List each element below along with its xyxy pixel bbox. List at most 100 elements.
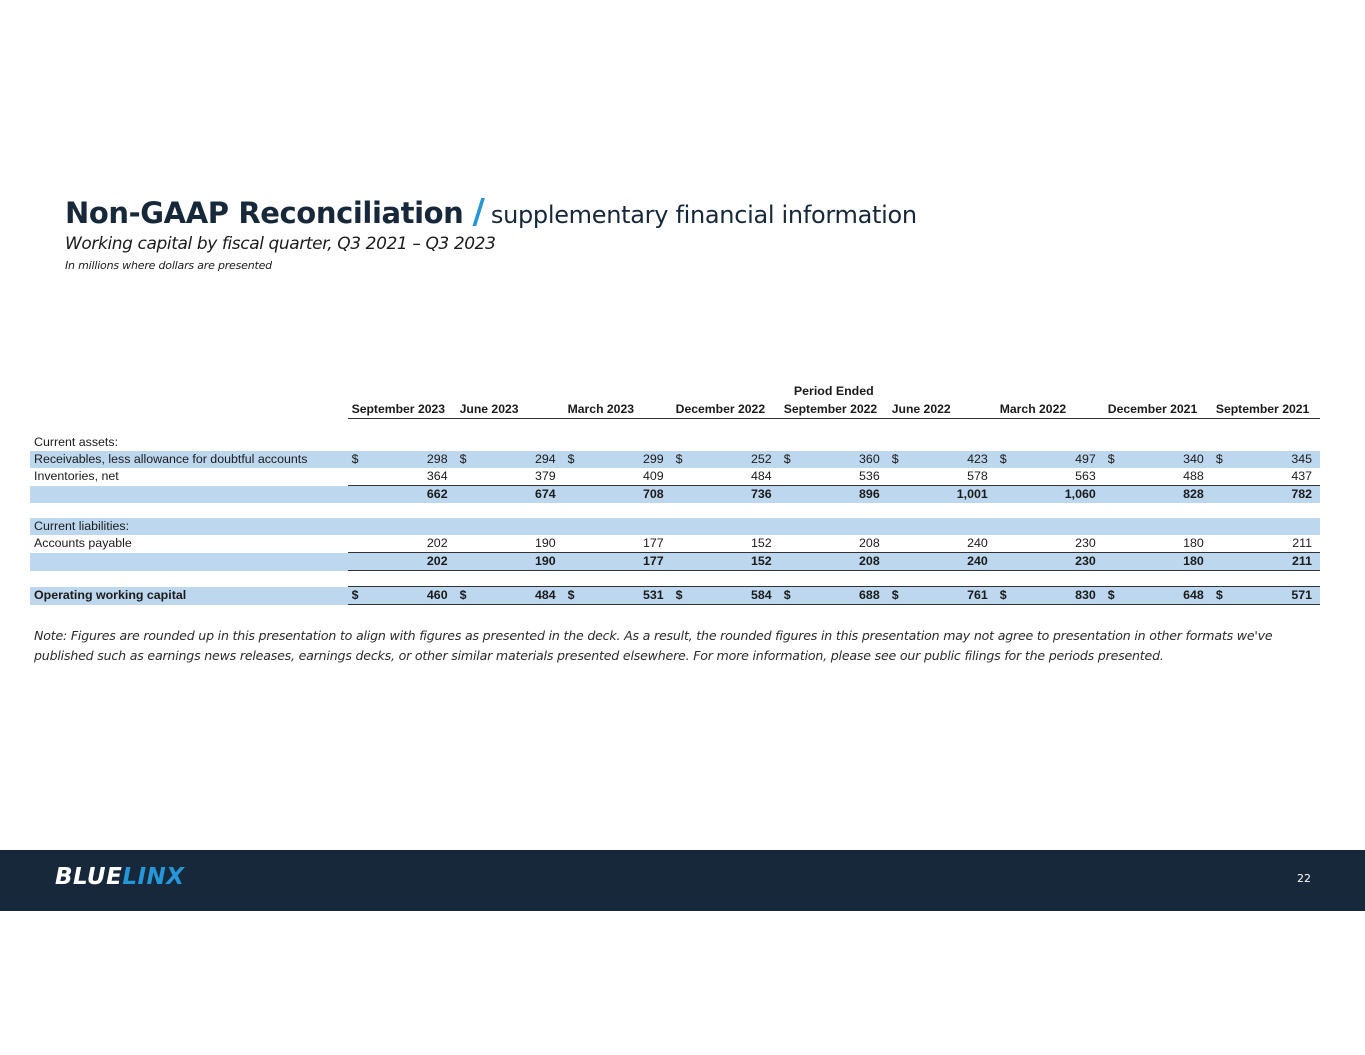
spacer-cell <box>30 503 1320 518</box>
value-cell: 230 <box>995 552 1104 571</box>
title-slash: / <box>472 192 485 232</box>
value: 761 <box>967 588 988 602</box>
value-cell: 828 <box>1103 485 1212 503</box>
spacer-row <box>30 571 1320 587</box>
value-cell: 1,001 <box>887 485 996 503</box>
value-cell: 379 <box>456 468 564 486</box>
value: 340 <box>1183 452 1204 466</box>
value: 674 <box>534 487 556 501</box>
value-wrap: 563 <box>1000 468 1100 485</box>
currency-symbol <box>784 486 796 503</box>
value: 497 <box>1075 452 1096 466</box>
currency-symbol: $ <box>351 452 359 466</box>
value-wrap: $531 <box>568 587 668 604</box>
value-cell: $497 <box>995 451 1104 468</box>
value-cell: 708 <box>563 485 672 503</box>
value-cell: $345 <box>1211 451 1320 468</box>
value: 294 <box>534 452 556 466</box>
currency-symbol: $ <box>891 452 899 466</box>
value-cell: $460 <box>347 586 456 605</box>
empty-cell <box>779 518 888 535</box>
value-wrap: $252 <box>676 451 776 468</box>
title-sub: supplementary financial information <box>490 201 917 229</box>
currency-symbol: $ <box>1107 588 1115 602</box>
value: 208 <box>859 554 880 568</box>
value: 360 <box>859 452 880 466</box>
value-wrap: 578 <box>892 468 992 485</box>
value-wrap: 202 <box>352 535 452 552</box>
value-wrap: $688 <box>784 587 884 604</box>
value-cell: 190 <box>455 552 564 571</box>
value-wrap: 782 <box>1216 486 1316 503</box>
value-wrap: 230 <box>1000 553 1100 570</box>
currency-symbol <box>460 553 472 570</box>
row-label <box>30 552 348 571</box>
currency-symbol <box>1000 468 1012 485</box>
value: 584 <box>751 588 772 602</box>
value: 1,060 <box>1064 487 1096 501</box>
value: 708 <box>642 487 664 501</box>
currency-symbol <box>352 486 364 503</box>
currency-symbol: $ <box>675 588 683 602</box>
value-cell: 202 <box>348 535 456 553</box>
value-wrap: 536 <box>784 468 884 485</box>
value-cell: $360 <box>779 451 888 468</box>
spacer-cell <box>30 571 1320 587</box>
value-wrap: 180 <box>1108 553 1208 570</box>
value: 736 <box>751 487 772 501</box>
value-wrap: 230 <box>1000 535 1100 552</box>
currency-symbol: $ <box>999 588 1007 602</box>
value: 230 <box>1075 536 1096 550</box>
value-wrap: $460 <box>352 587 452 604</box>
empty-cell <box>30 382 348 400</box>
value-cell: $484 <box>455 586 564 605</box>
value-cell: $252 <box>671 451 780 468</box>
empty-cell <box>995 518 1104 535</box>
empty-cell <box>671 518 780 535</box>
currency-symbol <box>352 553 364 570</box>
currency-symbol <box>676 553 688 570</box>
column-header: December 2021 <box>1103 400 1212 419</box>
value-cell: $830 <box>995 586 1104 605</box>
value-cell: $340 <box>1103 451 1212 468</box>
units-note: In millions where dollars are presented <box>65 259 272 272</box>
value-cell: 152 <box>671 552 780 571</box>
value-cell: 674 <box>455 485 564 503</box>
value-cell: 896 <box>779 485 888 503</box>
spacer-cell <box>30 419 1320 435</box>
title-block: Non-GAAP Reconciliation / supplementary fi… <box>65 190 917 272</box>
value-wrap: 409 <box>568 468 668 485</box>
currency-symbol <box>1108 486 1120 503</box>
row-label: Inventories, net <box>34 469 119 484</box>
value: 202 <box>426 536 448 550</box>
value-cell: $531 <box>563 586 672 605</box>
currency-symbol <box>892 468 904 485</box>
currency-symbol: $ <box>351 588 359 602</box>
value: 152 <box>751 536 772 550</box>
column-header: March 2023 <box>563 400 672 419</box>
section-label: Current liabilities: <box>30 518 348 535</box>
value-wrap: 190 <box>460 535 560 552</box>
page-number: 22 <box>1297 872 1311 885</box>
row-label: Accounts payable <box>34 536 132 551</box>
value: 180 <box>1183 554 1204 568</box>
currency-symbol <box>1000 535 1012 552</box>
currency-symbol: $ <box>891 588 899 602</box>
value-wrap: $584 <box>676 587 776 604</box>
value-cell: 240 <box>887 552 996 571</box>
value-cell: 177 <box>563 552 672 571</box>
currency-symbol: $ <box>567 452 575 466</box>
slide-subtitle: Working capital by fiscal quarter, Q3 20… <box>65 234 496 254</box>
value: 830 <box>1075 588 1096 602</box>
value-wrap: 708 <box>568 486 668 503</box>
currency-symbol: $ <box>567 588 575 602</box>
empty-cell <box>1211 518 1320 535</box>
section-label: Current assets: <box>34 435 119 449</box>
value: 230 <box>1075 554 1096 568</box>
value-cell: 211 <box>1211 552 1320 571</box>
column-header: September 2023 <box>347 400 456 419</box>
currency-symbol: $ <box>1107 452 1115 466</box>
currency-symbol <box>568 468 580 485</box>
value-wrap: $484 <box>460 587 560 604</box>
column-header: June 2022 <box>887 400 996 419</box>
